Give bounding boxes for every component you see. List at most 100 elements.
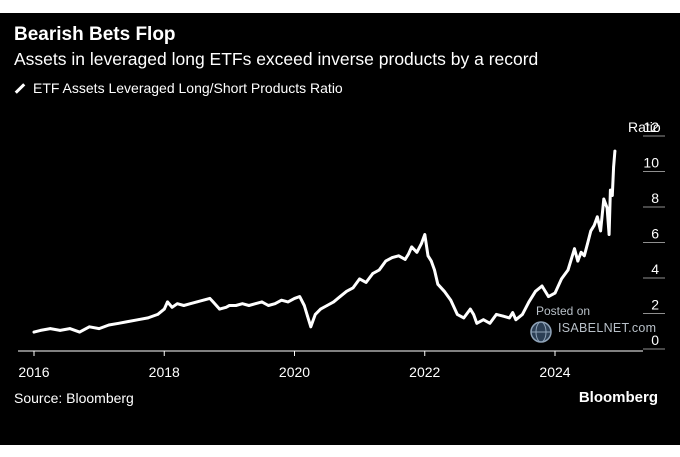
data-point	[58, 329, 62, 332]
data-point	[163, 307, 166, 311]
globe-icon	[530, 321, 552, 343]
data-point	[364, 281, 368, 284]
data-point	[202, 298, 205, 302]
data-point	[547, 295, 550, 298]
data-point	[508, 316, 511, 320]
data-point	[527, 300, 531, 304]
data-point	[97, 327, 101, 330]
data-point	[176, 302, 179, 306]
data-point	[553, 291, 557, 295]
data-point	[189, 302, 192, 306]
data-point	[156, 313, 159, 316]
data-point	[596, 215, 599, 219]
data-point	[107, 323, 111, 327]
data-point	[436, 282, 440, 286]
data-point	[573, 247, 576, 250]
data-point	[117, 322, 120, 325]
data-point	[49, 327, 52, 330]
data-point	[254, 302, 257, 306]
data-point	[607, 233, 611, 236]
watermark-posted-text: Posted on	[536, 304, 591, 318]
data-point	[146, 316, 150, 320]
data-point	[88, 325, 91, 329]
data-point	[410, 245, 414, 249]
data-point	[195, 300, 199, 304]
data-point	[599, 229, 602, 233]
data-point	[415, 251, 419, 254]
data-point	[136, 318, 140, 322]
data-point	[511, 311, 514, 314]
data-point	[579, 251, 583, 254]
data-point	[166, 300, 169, 304]
y-axis-label: Ratio	[628, 119, 661, 135]
x-tick-label: 2016	[18, 364, 49, 380]
x-tick-label: 2018	[149, 364, 180, 380]
data-point	[613, 149, 617, 153]
data-point	[583, 254, 586, 258]
data-point	[576, 259, 580, 263]
chart-subtitle: Assets in leveraged long ETFs exceed inv…	[14, 49, 539, 69]
y-tick-label: 8	[651, 190, 659, 206]
data-point	[280, 298, 283, 302]
data-point	[319, 307, 322, 311]
data-point	[514, 318, 518, 322]
data-point	[208, 297, 212, 300]
data-point	[449, 298, 453, 302]
data-point	[338, 295, 342, 298]
data-point	[488, 322, 492, 325]
data-point	[211, 300, 215, 304]
data-point	[247, 304, 251, 307]
data-point	[566, 268, 570, 272]
source-note: Source: Bloomberg	[14, 390, 134, 406]
data-point	[426, 254, 430, 258]
data-point	[560, 277, 563, 281]
legend: ETF Assets Leveraged Long/Short Products…	[14, 80, 343, 96]
data-point	[286, 300, 290, 304]
data-point	[540, 284, 544, 288]
data-point	[605, 206, 609, 210]
data-point	[39, 329, 42, 332]
series-layer	[32, 149, 617, 334]
chart-title: Bearish Bets Flop	[14, 24, 176, 45]
data-point	[390, 256, 394, 259]
data-point	[127, 320, 130, 323]
data-point	[298, 295, 302, 298]
data-point	[351, 286, 355, 290]
data-point	[345, 290, 348, 293]
brand-logo-text: Bloomberg	[578, 389, 658, 406]
data-point	[592, 224, 596, 227]
data-point	[224, 306, 228, 309]
data-point	[495, 313, 498, 316]
data-point	[403, 258, 407, 261]
data-point	[260, 300, 264, 304]
axes	[18, 135, 665, 356]
y-tick-label: 2	[651, 297, 659, 313]
data-point	[234, 304, 238, 307]
data-point	[273, 302, 277, 306]
y-tick-label: 6	[651, 226, 659, 242]
data-point	[586, 242, 589, 245]
data-point	[397, 254, 401, 258]
data-point	[267, 304, 270, 307]
data-point	[462, 316, 466, 320]
data-point	[521, 313, 524, 316]
data-point	[241, 302, 244, 306]
data-point	[314, 313, 317, 316]
y-tick-label: 12	[643, 119, 659, 135]
data-point	[433, 268, 436, 272]
data-point	[423, 233, 427, 236]
data-point	[78, 330, 81, 334]
data-point	[303, 304, 306, 307]
data-point	[443, 290, 446, 293]
data-point	[611, 194, 614, 197]
data-point	[482, 318, 485, 322]
y-tick-label: 4	[651, 261, 659, 277]
data-point	[218, 307, 221, 311]
y-tick-label: 0	[651, 332, 659, 348]
data-point	[306, 314, 309, 318]
data-point	[407, 252, 410, 256]
watermark-site-text: ISABELNET.com	[558, 321, 657, 335]
watermark: Posted on ISABELNET.com	[528, 304, 668, 346]
